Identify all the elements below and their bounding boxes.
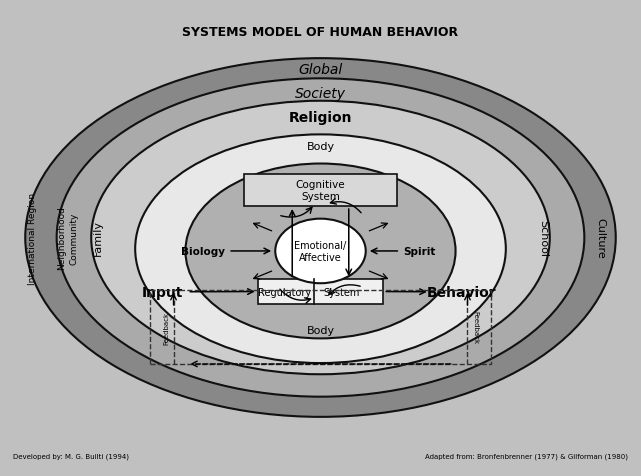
Text: Adapted from: Bronfenbrenner (1977) & Gilforman (1980): Adapted from: Bronfenbrenner (1977) & Gi…: [426, 453, 628, 459]
Text: Society: Society: [295, 87, 346, 101]
Text: Regulatory: Regulatory: [258, 287, 311, 297]
Text: Religion: Religion: [288, 111, 353, 125]
Ellipse shape: [135, 135, 506, 363]
Bar: [149, 290, 492, 364]
Text: International Region: International Region: [28, 192, 37, 284]
Bar: [244, 175, 397, 207]
Text: Family: Family: [92, 220, 103, 256]
Text: Feedback: Feedback: [472, 311, 478, 344]
Bar: [258, 279, 383, 304]
Text: Neighborhood: Neighborhood: [57, 206, 66, 270]
Text: Cognitive
System: Cognitive System: [296, 180, 345, 201]
Text: Behavior: Behavior: [426, 285, 496, 299]
Text: School: School: [538, 219, 549, 257]
Text: Feedback: Feedback: [163, 311, 169, 344]
Text: Global: Global: [298, 63, 343, 77]
Text: Community: Community: [70, 212, 79, 264]
Ellipse shape: [56, 79, 585, 397]
Ellipse shape: [25, 59, 616, 417]
Text: Body: Body: [306, 325, 335, 335]
Text: Developed by: M. G. Builti (1994): Developed by: M. G. Builti (1994): [13, 453, 129, 459]
Ellipse shape: [91, 101, 550, 375]
Ellipse shape: [275, 219, 366, 284]
Text: Emotional/
Affective: Emotional/ Affective: [294, 241, 347, 262]
Text: Body: Body: [306, 142, 335, 152]
Text: Culture: Culture: [595, 218, 605, 258]
Text: Biology: Biology: [181, 247, 225, 257]
Ellipse shape: [185, 164, 456, 339]
Text: SYSTEMS MODEL OF HUMAN BEHAVIOR: SYSTEMS MODEL OF HUMAN BEHAVIOR: [183, 26, 458, 39]
Text: Spirit: Spirit: [403, 247, 436, 257]
Text: Input: Input: [142, 285, 183, 299]
Text: System: System: [323, 287, 360, 297]
